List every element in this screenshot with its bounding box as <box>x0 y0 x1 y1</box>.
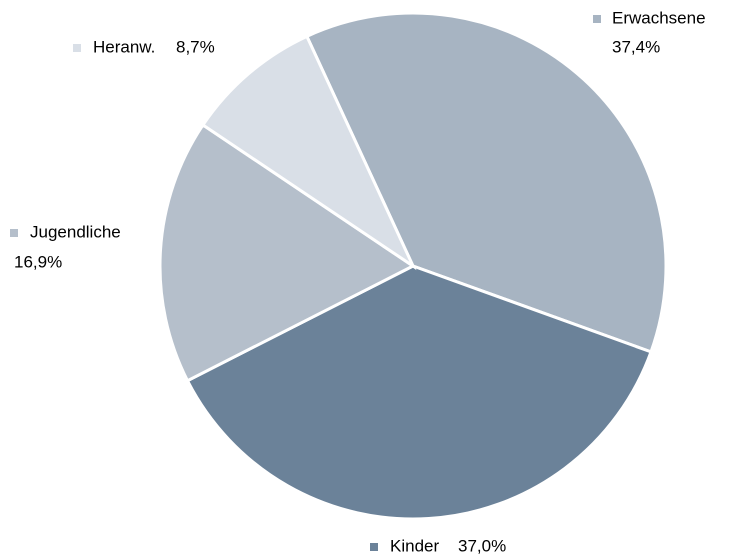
pie-slice <box>304 11 668 354</box>
slice-label: Jugendliche <box>30 222 121 241</box>
legend-marker <box>370 543 378 551</box>
slice-value-label: 37,4% <box>612 37 660 56</box>
slice-value-label: 37,0% <box>458 536 506 555</box>
slice-value-label: 16,9% <box>14 252 62 271</box>
pie-slice <box>200 34 417 271</box>
slice-label: Kinder <box>390 536 439 555</box>
legend-marker <box>10 229 18 237</box>
slice-label: Erwachsene <box>612 8 706 27</box>
legend-marker <box>593 15 601 23</box>
pie-slice <box>158 122 416 383</box>
pie-slice <box>185 264 653 521</box>
legend-marker <box>73 44 81 52</box>
slice-label: Heranw. <box>93 37 155 56</box>
slice-value-label: 8,7% <box>176 37 215 56</box>
